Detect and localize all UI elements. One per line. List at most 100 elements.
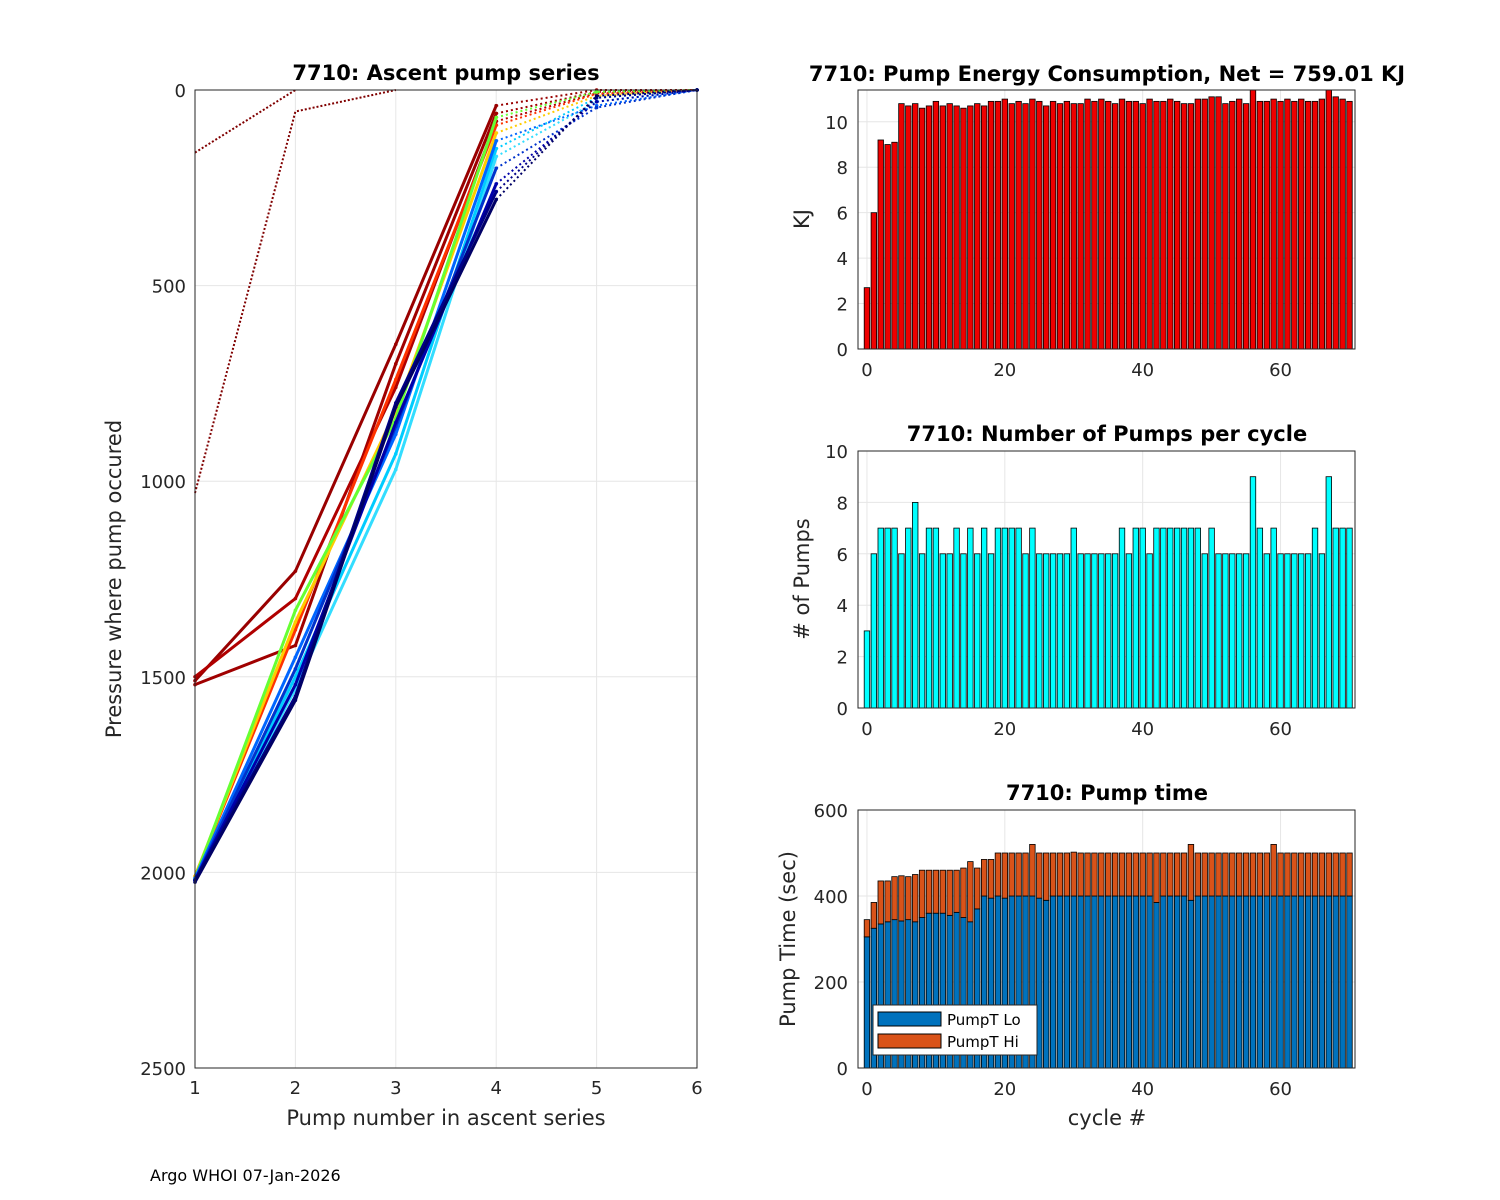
- ascent-x-tick-label: 2: [290, 1078, 301, 1099]
- energy-bar: [1167, 98, 1174, 350]
- ascent-series-line: [194, 89, 296, 154]
- pumpt-hi-bar: [932, 869, 940, 914]
- pumpt-lo-bar: [1118, 895, 1126, 1069]
- pumps-bar: [1077, 553, 1084, 709]
- pumps-bar: [1091, 553, 1098, 709]
- pumpt-lo-bar: [1201, 895, 1208, 1069]
- pumpt-hi-bar: [1056, 852, 1064, 897]
- pumps-bar: [1022, 553, 1029, 709]
- pumpt-lo-bar: [1187, 899, 1195, 1069]
- pumpt-hi-bar: [987, 859, 995, 899]
- pumps-x-tick-label: 40: [1131, 719, 1154, 740]
- legend-swatch-pumpt-lo: [877, 1011, 942, 1027]
- pumps-bar: [918, 553, 926, 709]
- pumps-bar: [946, 553, 953, 709]
- energy-bar: [1173, 100, 1181, 350]
- ascent-point: [293, 620, 298, 624]
- pumpt-lo-bar: [1098, 895, 1105, 1069]
- pumpt-lo-bar: [1070, 895, 1077, 1069]
- ascent-series-dotted: [495, 89, 698, 134]
- energy-bar: [1180, 103, 1188, 350]
- pumpt-hi-bar: [1153, 852, 1160, 903]
- pumpt-lo-bar: [1167, 895, 1174, 1069]
- pumpt-hi-bar: [946, 869, 953, 916]
- pumpt-lo-bar: [1111, 895, 1119, 1069]
- ascent-point: [394, 467, 398, 472]
- pumptime-y-tick-label: 0: [837, 1059, 848, 1080]
- energy-bar: [1153, 100, 1160, 350]
- pumps-bar: [1132, 527, 1139, 709]
- pumpt-hi-bar: [1215, 852, 1222, 897]
- pumpt-lo-bar: [1346, 895, 1353, 1069]
- ascent-point: [494, 103, 499, 108]
- pumps-bar: [1180, 527, 1188, 709]
- pumpt-lo-bar: [1063, 895, 1071, 1069]
- ascent-y-tick-label: 1500: [140, 668, 186, 689]
- ascent-point: [494, 139, 499, 143]
- ascent-point: [594, 99, 599, 104]
- pumpt-hi-bar: [1049, 852, 1057, 897]
- pumpt-hi-bar: [1208, 852, 1215, 897]
- energy-bar: [1091, 100, 1098, 350]
- pumps-bar: [1167, 527, 1174, 709]
- pumpt-lo-bar: [1160, 895, 1167, 1069]
- pumps-bar: [987, 553, 995, 709]
- pumps-bar: [1318, 553, 1326, 709]
- energy-y-tick-label: 4: [837, 249, 848, 270]
- energy-bar: [1008, 103, 1015, 350]
- energy-chart-title: 7710: Pump Energy Consumption, Net = 759…: [809, 62, 1405, 86]
- pumpt-hi-bar: [1091, 852, 1098, 897]
- ascent-y-tick-label: 500: [152, 277, 186, 298]
- pumpt-hi-bar: [1077, 852, 1084, 897]
- pumpt-hi-bar: [1298, 852, 1305, 897]
- ascent-x-tick-label: 3: [390, 1078, 401, 1099]
- pumpt-hi-bar: [1263, 852, 1270, 897]
- ascent-point: [494, 166, 499, 171]
- ascent-point: [494, 182, 499, 186]
- pumpt-hi-bar: [1063, 852, 1071, 897]
- pumpt-hi-bar: [1318, 852, 1326, 897]
- pumpt-lo-bar: [1270, 895, 1277, 1069]
- energy-bar: [1236, 98, 1243, 350]
- energy-bar: [1015, 100, 1022, 350]
- pumps-bar: [1056, 553, 1064, 709]
- ascent-point: [293, 596, 298, 601]
- energy-bar: [918, 107, 926, 350]
- pumps-bar: [1036, 553, 1043, 709]
- pumpt-lo-bar: [1291, 895, 1298, 1069]
- energy-bar: [1036, 100, 1043, 350]
- energy-bar: [960, 107, 967, 350]
- ascent-point: [594, 105, 599, 110]
- pumps-bar: [1015, 527, 1022, 709]
- pumps-bar: [1311, 527, 1319, 709]
- pumps-bar: [1332, 527, 1339, 709]
- pumpt-lo-bar: [1277, 895, 1284, 1069]
- pumpt-hi-bar: [1022, 852, 1029, 897]
- pumpt-hi-bar: [1043, 852, 1050, 901]
- ascent-point: [293, 628, 298, 632]
- pumpt-lo-bar: [863, 936, 871, 1069]
- energy-bar: [1187, 103, 1195, 350]
- pumpt-lo-bar: [1077, 895, 1084, 1069]
- ascent-x-axis-label: Pump number in ascent series: [286, 1106, 605, 1130]
- pumps-bar: [1201, 553, 1208, 709]
- ascent-point: [594, 90, 599, 94]
- energy-chart-panel: 7710: Pump Energy Consumption, Net = 759…: [790, 62, 1405, 381]
- pumpt-hi-bar: [1070, 851, 1077, 897]
- pumpt-hi-bar: [1187, 844, 1195, 901]
- pumpt-hi-bar: [953, 869, 960, 913]
- energy-y-tick-label: 2: [837, 295, 848, 316]
- pumps-bar: [1029, 527, 1036, 709]
- pumpt-hi-bar: [1346, 852, 1353, 897]
- pumpt-lo-bar: [1208, 895, 1215, 1069]
- energy-x-tick-label: 60: [1269, 360, 1292, 381]
- pumps-bar: [1208, 527, 1215, 709]
- ascent-chart-panel: 7710: Ascent pump series Pump number in …: [102, 61, 703, 1130]
- pumps-bar: [1325, 476, 1332, 709]
- pumptime-chart-panel: 7710: Pump time cycle # Pump Time (sec) …: [776, 781, 1356, 1130]
- pumps-bar: [967, 527, 974, 709]
- pumptime-x-axis-label: cycle #: [1068, 1106, 1147, 1130]
- pumpt-lo-bar: [1304, 895, 1312, 1069]
- pumpt-hi-bar: [1180, 852, 1188, 897]
- pumpt-hi-bar: [1118, 852, 1126, 897]
